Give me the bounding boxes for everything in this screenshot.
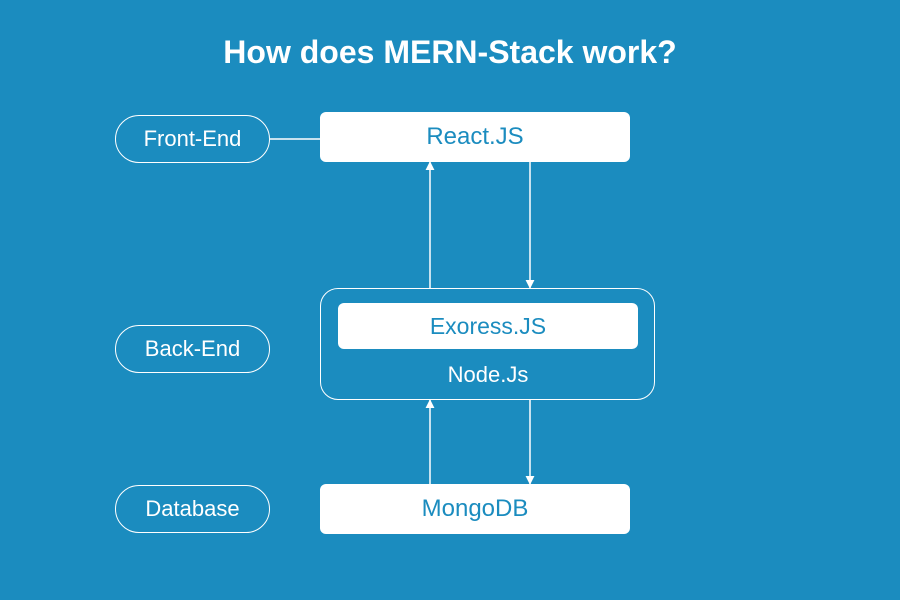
frontend-label-pill: Front-End [115, 115, 270, 163]
nodejs-label: Node.Js [428, 362, 548, 388]
express-box: Exoress.JS [338, 303, 638, 349]
backend-label-pill: Back-End [115, 325, 270, 373]
diagram-canvas: How does MERN-Stack work? Front-End Back… [0, 0, 900, 600]
database-label-pill: Database [115, 485, 270, 533]
diagram-title: How does MERN-Stack work? [0, 34, 900, 71]
mongodb-box: MongoDB [320, 484, 630, 534]
react-box: React.JS [320, 112, 630, 162]
